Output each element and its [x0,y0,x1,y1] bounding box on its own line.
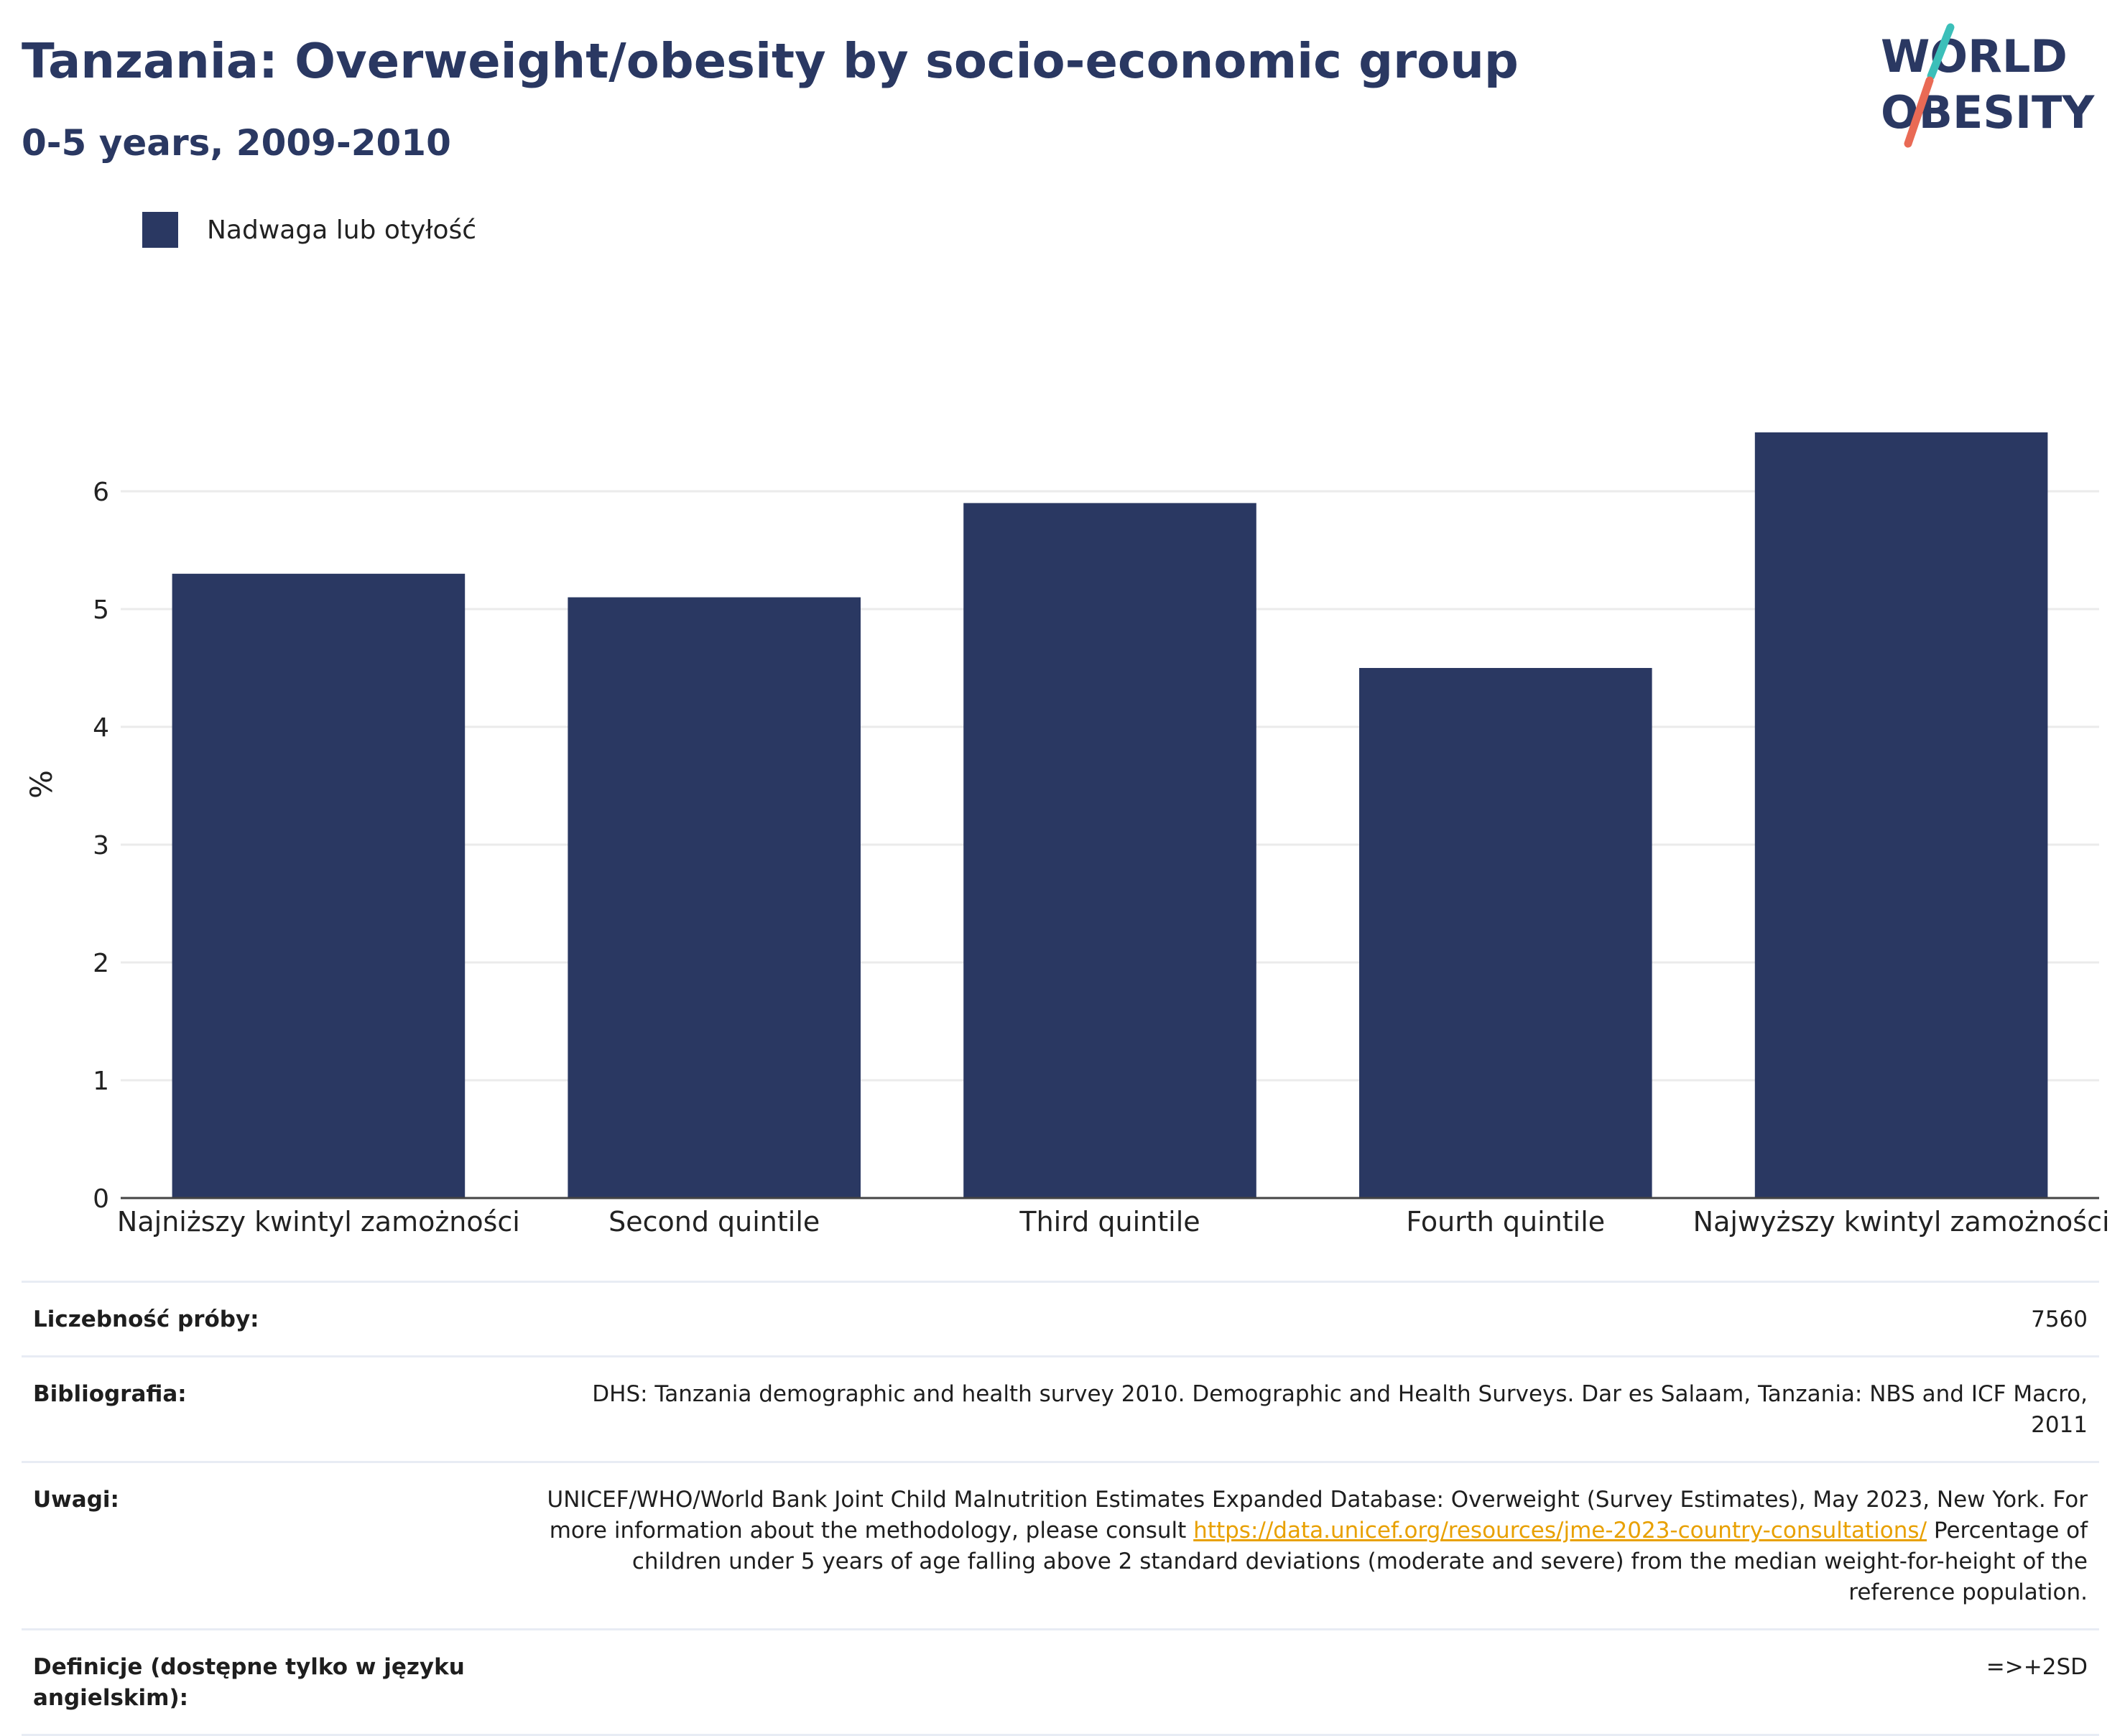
y-axis-title: % [24,770,59,799]
y-tick-label: 0 [93,1184,109,1214]
bar-chart: 0 1 2 3 4 5 6 Najniższy kwintyl zamożności Secon… [24,432,2110,1238]
bar [1754,432,2048,1198]
notes-text-after: Percentage of children under 5 years of … [631,1518,2088,1605]
logo-slash-coral [1904,76,1934,148]
info-row-notes: Uwagi: UNICEF/WHO/World Bank Joint Child… [22,1463,2099,1630]
bar [568,597,861,1198]
info-row-sample-size: Liczebność próby: 7560 [22,1283,2099,1357]
logo-text-world: WORLD [1881,30,2068,83]
logo-slash-teal [1927,23,1955,80]
info-value: 7560 [2031,1306,2088,1332]
y-tick-label: 4 [93,713,109,743]
chart-legend: Nadwaga lub otyłość [142,212,476,248]
info-row-bibliography: Bibliografia: DHS: Tanzania demographic … [22,1357,2099,1463]
x-category-label: Fourth quintile [1406,1206,1605,1238]
x-category-label: Najniższy kwintyl zamożności [117,1206,520,1238]
info-label: Liczebność próby: [33,1306,259,1332]
info-value: =>+2SD [1986,1654,2088,1680]
chart-subtitle: 0-5 years, 2009-2010 [22,122,451,164]
y-tick-label: 1 [93,1067,109,1096]
info-row-definitions: Definicje (dostępne tylko w języku angie… [22,1630,2099,1736]
y-tick-label: 6 [93,478,109,507]
info-value: DHS: Tanzania demographic and health sur… [592,1381,2088,1438]
axes: 0 1 2 3 4 5 6 Najniższy kwintyl zamożności Secon… [93,478,2109,1238]
world-obesity-logo: WORLD OBESITY [1881,23,2095,148]
x-category-label: Third quintile [1019,1206,1200,1238]
bar [963,503,1256,1198]
y-tick-label: 3 [93,831,109,860]
info-label: Bibliografia: [33,1381,187,1407]
info-table: Liczebność próby: 7560 Bibliografia: DHS… [22,1281,2099,1736]
bars [172,432,2048,1198]
bar [1359,668,1652,1198]
legend-label: Nadwaga lub otyłość [207,215,477,245]
x-category-label: Second quintile [608,1206,820,1238]
bar [172,573,466,1198]
info-value: UNICEF/WHO/World Bank Joint Child Malnut… [543,1485,2088,1608]
y-tick-label: 2 [93,949,109,978]
notes-text-before: UNICEF/WHO/World Bank Joint Child Malnut… [547,1487,2088,1544]
y-tick-label: 5 [93,595,109,625]
x-category-label: Najwyższy kwintyl zamożności [1693,1206,2110,1238]
legend-swatch [142,212,178,248]
chart-title: Tanzania: Overweight/obesity by socio-ec… [22,33,1519,89]
info-label: Uwagi: [33,1487,119,1513]
methodology-link[interactable]: https://data.unicef.org/resources/jme-20… [1193,1518,1927,1544]
info-label: Definicje (dostępne tylko w języku angie… [33,1654,465,1711]
